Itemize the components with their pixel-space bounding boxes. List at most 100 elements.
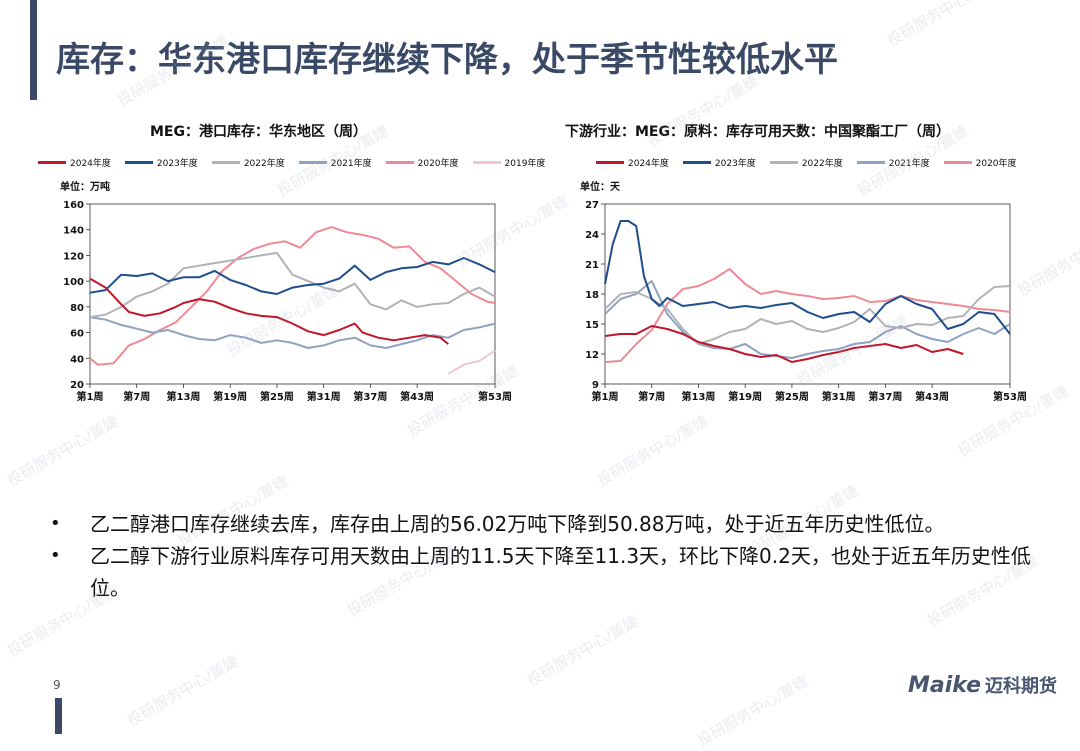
bullet-item: • 乙二醇下游行业原料库存可用天数由上周的11.5天下降至11.3天，环比下降0… xyxy=(50,540,1050,604)
chart2-title: 下游行业：MEG：原料：库存可用天数：中国聚酯工厂（周） xyxy=(565,124,950,140)
legend-label: 2021年度 xyxy=(888,159,930,169)
x-tick-label: 第25周 xyxy=(775,390,809,403)
y-tick-label: 18 xyxy=(585,290,599,301)
legend-item: 2024年度 xyxy=(596,156,669,169)
y-tick-label: 120 xyxy=(63,251,84,262)
legend-swatch xyxy=(943,161,972,164)
x-tick-label: 第43周 xyxy=(915,390,949,403)
footer-accent-bar xyxy=(55,698,62,734)
x-tick-label: 第53周 xyxy=(993,390,1027,403)
y-tick-label: 27 xyxy=(585,200,599,211)
legend-swatch xyxy=(769,161,798,164)
series-line-2024年度 xyxy=(604,325,964,363)
x-tick-label: 第7周 xyxy=(123,390,150,403)
x-tick-label: 第13周 xyxy=(167,390,201,403)
company-logo: Maike 迈科期货 xyxy=(908,672,1057,698)
legend-item: 2024年度 xyxy=(38,156,111,169)
logo-text-en: Maike xyxy=(908,672,982,698)
x-tick-label: 第37周 xyxy=(868,390,902,403)
legend-item: 2020年度 xyxy=(385,156,459,169)
y-tick-label: 60 xyxy=(70,329,84,340)
x-tick-label: 第1周 xyxy=(77,390,104,403)
series-line-2021年度 xyxy=(604,280,1011,359)
y-tick-label: 21 xyxy=(585,260,599,271)
series-line-2022年度 xyxy=(89,251,496,319)
x-tick-label: 第13周 xyxy=(682,390,716,403)
legend-item: 2021年度 xyxy=(856,156,930,169)
page-number: 9 xyxy=(53,678,61,692)
x-tick-label: 第37周 xyxy=(353,390,387,403)
bullet-list: • 乙二醇港口库存继续去库，库存由上周的56.02万吨下降到50.88万吨，处于… xyxy=(50,508,1050,604)
page-title: 库存：华东港口库存继续下降，处于季节性较低水平 xyxy=(56,40,838,80)
y-tick-label: 24 xyxy=(585,230,599,241)
chart1-legend: 2024年度 2023年度 2022年度 2021年度 2020年度 2019年度 xyxy=(38,156,545,169)
x-tick-label: 第43周 xyxy=(400,390,434,403)
series-line-2024年度 xyxy=(89,277,449,345)
legend-label: 2022年度 xyxy=(801,159,843,169)
x-tick-label: 第31周 xyxy=(307,390,341,403)
legend-item: 2019年度 xyxy=(472,156,546,169)
legend-label: 2023年度 xyxy=(714,159,756,169)
chart1-unit-label: 单位：万吨 xyxy=(60,182,110,193)
y-tick-label: 40 xyxy=(70,354,84,365)
legend-label: 2020年度 xyxy=(975,159,1017,169)
legend-swatch xyxy=(385,161,414,164)
legend-swatch xyxy=(211,161,240,164)
legend-label: 2020年度 xyxy=(417,159,459,169)
series-line-2023年度 xyxy=(604,220,1011,335)
legend-label: 2021年度 xyxy=(330,159,372,169)
watermark-text: 投研服务中心/董婕 xyxy=(524,611,642,690)
x-tick-label: 第7周 xyxy=(638,390,665,403)
chart1-title: MEG：港口库存：华东地区（周） xyxy=(150,124,367,140)
bullet-item: • 乙二醇港口库存继续去库，库存由上周的56.02万吨下降到50.88万吨，处于… xyxy=(50,508,1050,540)
y-tick-label: 160 xyxy=(63,200,84,211)
x-tick-label: 第1周 xyxy=(592,390,619,403)
legend-label: 2019年度 xyxy=(504,159,546,169)
legend-item: 2020年度 xyxy=(943,156,1017,169)
y-tick-label: 80 xyxy=(70,303,84,314)
legend-swatch xyxy=(124,161,153,164)
legend-swatch xyxy=(856,161,885,164)
series-line-2023年度 xyxy=(89,257,496,295)
chart2-legend: 2024年度 2023年度 2022年度 2021年度 2020年度 xyxy=(596,156,1017,169)
legend-item: 2022年度 xyxy=(769,156,843,169)
legend-swatch xyxy=(298,161,327,164)
x-tick-label: 第31周 xyxy=(822,390,856,403)
series-line-2020年度 xyxy=(604,268,1011,363)
chart2-unit-label: 单位：天 xyxy=(580,182,620,193)
x-tick-label: 第19周 xyxy=(213,390,247,403)
series-line-2022年度 xyxy=(604,285,1011,345)
watermark-text: 投研服务中心/董婕 xyxy=(594,411,712,490)
plot-frame xyxy=(604,203,1011,385)
bullet-text: 乙二醇港口库存继续去库，库存由上周的56.02万吨下降到50.88万吨，处于近五… xyxy=(90,512,945,536)
legend-label: 2024年度 xyxy=(628,159,669,169)
bullet-dot-icon: • xyxy=(50,545,61,566)
bullet-dot-icon: • xyxy=(50,513,61,534)
logo-text-cn: 迈科期货 xyxy=(985,676,1058,697)
legend-label: 2022年度 xyxy=(243,159,285,169)
legend-item: 2023年度 xyxy=(124,156,198,169)
series-line-2021年度 xyxy=(89,316,496,349)
x-tick-label: 第53周 xyxy=(478,390,512,403)
watermark-text: 投研服务中心/董婕 xyxy=(4,411,122,490)
bullet-text: 乙二醇下游行业原料库存可用天数由上周的11.5天下降至11.3天，环比下降0.2… xyxy=(90,544,1031,600)
watermark-text: 投研服务中心/董婕 xyxy=(884,0,1002,50)
chart2-plot: 9121518212427第1周 第7周 第13周 第19周 第25周 第31周 第37周第… xyxy=(585,200,1027,403)
x-tick-label: 第25周 xyxy=(260,390,294,403)
y-tick-label: 140 xyxy=(63,226,84,237)
series-line-2020年度 xyxy=(89,226,496,366)
y-tick-label: 12 xyxy=(585,350,599,361)
legend-swatch xyxy=(596,161,624,164)
legend-item: 2022年度 xyxy=(211,156,285,169)
y-tick-label: 100 xyxy=(63,277,84,288)
legend-swatch xyxy=(38,161,66,164)
y-tick-label: 20 xyxy=(70,380,84,391)
legend-label: 2024年度 xyxy=(70,159,111,169)
legend-label: 2023年度 xyxy=(156,159,198,169)
watermark-text: 投研服务中心/董婕 xyxy=(124,651,242,730)
series-line-2019年度 xyxy=(447,349,496,375)
watermark-text: 投研服务中心/董婕 xyxy=(694,671,812,750)
y-tick-label: 9 xyxy=(592,380,599,391)
legend-swatch xyxy=(472,161,501,164)
